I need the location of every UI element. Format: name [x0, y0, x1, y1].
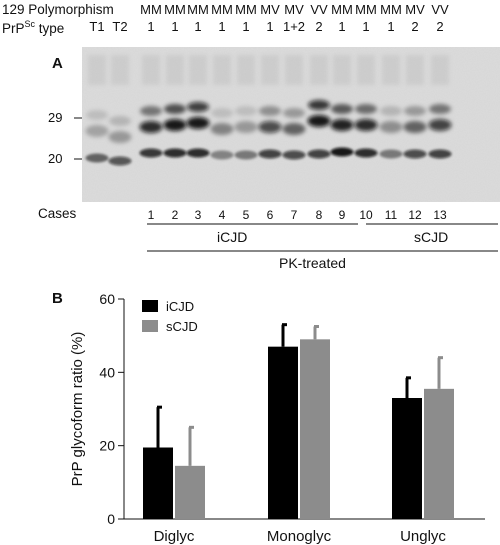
blot-lane-15: [428, 55, 452, 159]
bar-scjd-monoglyc: [300, 325, 330, 519]
western-blot-image: [82, 47, 500, 202]
case-number-5: 5: [242, 208, 250, 222]
case-number-11: 11: [384, 208, 398, 222]
blot-lane-1: [85, 55, 109, 163]
panel-a-letter: A: [52, 55, 63, 72]
blot-lane-12: [354, 55, 378, 158]
bar-rect-icjd-monoglyc: [268, 346, 298, 519]
blot-lane-7: [234, 55, 258, 160]
lane-genotype-7: MM: [235, 2, 257, 17]
blot-lane-11: [330, 55, 354, 157]
lane-genotype-3: MM: [140, 2, 162, 17]
group-brackets: [147, 223, 498, 252]
type-text: type: [35, 21, 65, 36]
bar-rect-scjd-diglyc: [175, 465, 205, 519]
blot-lane-5: [186, 55, 210, 158]
case-number-2: 2: [171, 208, 179, 222]
blot-lane-14: [403, 55, 427, 159]
case-number-7: 7: [290, 208, 298, 222]
x-category-label-unglyc: Unglyc: [400, 528, 446, 545]
y-tick-label-60: 60: [99, 291, 115, 307]
lane-type-5: 1: [194, 19, 202, 34]
prpsc-type-label: PrPSc type: [2, 19, 64, 36]
case-number-3: 3: [194, 208, 202, 222]
case-number-10: 10: [359, 208, 373, 222]
y-tick-label-0: 0: [107, 511, 115, 527]
bar-icjd-diglyc: [143, 405, 173, 519]
y-tick-label-20: 20: [99, 438, 115, 454]
bar-rect-icjd-diglyc: [143, 447, 173, 519]
case-number-9: 9: [338, 208, 346, 222]
lane-genotype-14: MV: [405, 2, 425, 17]
blot-lane-13: [379, 55, 403, 159]
marker-29-label: 29: [48, 110, 63, 125]
lane-type-7: 1: [242, 19, 250, 34]
lane-type-9: 1+2: [282, 19, 306, 34]
lane-genotype-15: VV: [431, 2, 449, 17]
y-axis-label: PrP glycoform ratio (%): [69, 332, 86, 487]
lane-genotype-9: MV: [284, 2, 304, 17]
lane-genotype-4: MM: [164, 2, 186, 17]
blot-lane-4: [163, 55, 187, 158]
lane-type-1: T1: [89, 19, 105, 34]
blot-lane-3: [139, 55, 163, 158]
cases-label: Cases: [38, 206, 77, 221]
group-icjd-label: iCJD: [217, 229, 248, 245]
lane-type-4: 1: [171, 19, 179, 34]
lane-genotype-12: MM: [355, 2, 377, 17]
polymorphism-label: 129 Polymorphism: [2, 2, 114, 17]
blot-lane-6: [210, 55, 234, 160]
legend-swatch-icjd: [142, 300, 158, 312]
legend-swatch-scjd: [142, 320, 158, 332]
case-number-13: 13: [433, 208, 447, 222]
sc-superscript: Sc: [24, 19, 36, 29]
lane-type-2: T2: [112, 19, 128, 34]
lane-genotype-13: MM: [380, 2, 402, 17]
x-category-label-monoglyc: Monoglyc: [267, 528, 332, 545]
lane-type-12: 1: [362, 19, 370, 34]
bar-scjd-diglyc: [175, 425, 205, 519]
bar-scjd-unglyc: [424, 356, 454, 519]
group-scjd-label: sCJD: [414, 229, 449, 245]
lane-genotype-11: MM: [331, 2, 353, 17]
legend-label-scjd: sCJD: [166, 319, 198, 334]
bar-icjd-monoglyc: [268, 323, 298, 519]
pk-treated-label: PK-treated: [279, 255, 346, 271]
lane-genotype-6: MM: [211, 2, 233, 17]
glycoform-bar-chart: 0 20 40 60 PrP glycoform ratio (%) Diglyc Mono…: [69, 291, 485, 545]
x-category-label-diglyc: Diglyc: [154, 528, 195, 545]
bar-icjd-unglyc: [392, 376, 422, 519]
case-number-8: 8: [315, 208, 323, 222]
lane-type-13: 1: [387, 19, 395, 34]
lane-type-15: 2: [436, 19, 444, 34]
case-number-6: 6: [266, 208, 274, 222]
bar-rect-icjd-unglyc: [392, 398, 422, 519]
y-tick-label-40: 40: [99, 364, 115, 380]
lane-type-11: 1: [338, 19, 346, 34]
prp-text: PrP: [2, 21, 25, 36]
lane-genotype-10: VV: [310, 2, 328, 17]
case-number-12: 12: [408, 208, 422, 222]
lane-type-10: 2: [315, 19, 323, 34]
blot-lane-8: [258, 55, 282, 159]
bar-rect-scjd-unglyc: [424, 388, 454, 519]
blot-lane-2: [108, 55, 132, 166]
lane-genotype-5: MM: [187, 2, 209, 17]
lane-genotype-8: MV: [260, 2, 280, 17]
marker-ticks: [74, 117, 83, 160]
panel-b-letter: B: [52, 290, 63, 307]
blot-lane-10: [307, 55, 331, 159]
lane-type-6: 1: [218, 19, 226, 34]
lane-type-3: 1: [147, 19, 155, 34]
case-number-1: 1: [147, 208, 155, 222]
blot-lane-9: [282, 55, 306, 160]
bar-rect-scjd-monoglyc: [300, 339, 330, 519]
case-number-4: 4: [218, 208, 226, 222]
lane-type-8: 1: [266, 19, 274, 34]
lane-type-14: 2: [411, 19, 419, 34]
legend-label-icjd: iCJD: [166, 299, 194, 314]
marker-20-label: 20: [48, 151, 63, 166]
